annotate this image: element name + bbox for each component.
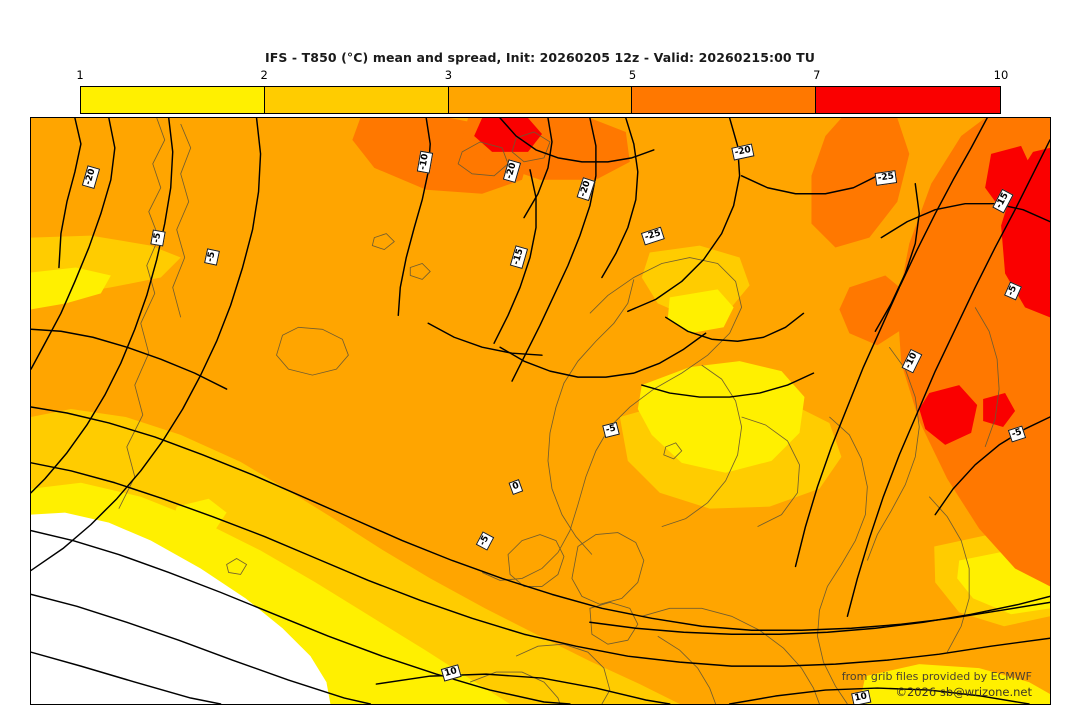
page-title: IFS - T850 (°C) mean and spread, Init: 2… xyxy=(264,50,816,65)
spread-band-below-1 xyxy=(31,512,331,704)
colorbar xyxy=(80,86,1001,114)
colorbar-tick-10: 10 xyxy=(993,68,1009,82)
colorbar-tick-labels: 1 2 3 5 7 10 xyxy=(76,68,1008,84)
weather-map xyxy=(31,118,1050,704)
contour-label: 10 xyxy=(851,689,872,704)
colorbar-tick-5: 5 xyxy=(628,68,637,82)
colorbar-segment-3-5 xyxy=(448,87,633,113)
map-contour-lines xyxy=(31,118,1050,704)
colorbar-segment-2-3 xyxy=(264,87,449,113)
colorbar-segment-5-7 xyxy=(632,87,817,113)
colorbar-tick-2: 2 xyxy=(260,68,268,82)
contour-label: -25 xyxy=(874,169,898,186)
colorbar-segment-1-2 xyxy=(81,87,265,113)
colorbar-tick-1: 1 xyxy=(76,68,84,82)
colorbar-tick-7: 7 xyxy=(813,68,821,82)
colorbar-tick-3: 3 xyxy=(444,68,453,82)
spread-band-7-10 xyxy=(474,118,1050,445)
colorbar-segment-7-10 xyxy=(816,87,1000,113)
map-panel: -20 -5 -5 -10 -20 -20 -25 -15 -20 -25 -1… xyxy=(30,117,1051,705)
